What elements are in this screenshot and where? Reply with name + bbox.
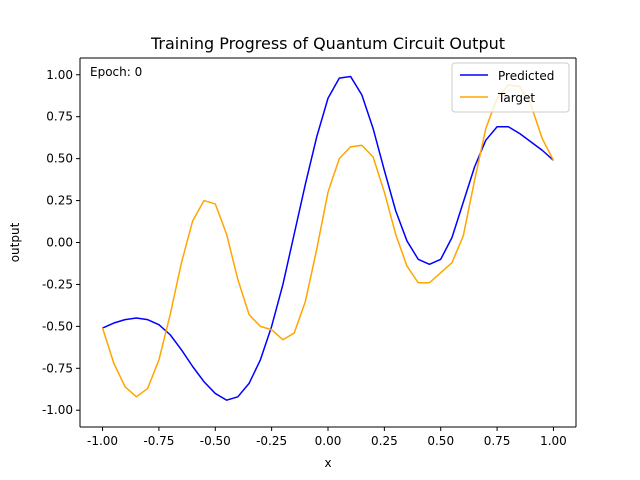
plot-area — [80, 58, 576, 427]
x-tick-label: -0.75 — [143, 434, 174, 448]
y-tick-label: 0.75 — [46, 110, 73, 124]
legend: Predicted Target — [451, 62, 570, 113]
epoch-annotation: Epoch: 0 — [90, 65, 142, 79]
x-tick-label: 0.00 — [315, 434, 342, 448]
x-tick-label: -1.00 — [87, 434, 118, 448]
legend-label-predicted: Predicted — [498, 69, 554, 83]
y-tick-label: -0.50 — [42, 319, 73, 333]
y-tick-label: 1.00 — [46, 68, 73, 82]
y-tick-label: -1.00 — [42, 403, 73, 417]
chart-title: Training Progress of Quantum Circuit Out… — [150, 34, 505, 53]
y-tick-label: -0.75 — [42, 361, 73, 375]
series-layer — [101, 75, 555, 401]
x-tick-label: -0.50 — [200, 434, 231, 448]
y-tick-label: -0.25 — [42, 277, 73, 291]
x-tick-label: 0.25 — [371, 434, 398, 448]
x-axis-label: x — [324, 456, 331, 470]
x-tick-label: 1.00 — [540, 434, 567, 448]
y-tick-label: 0.25 — [46, 194, 73, 208]
x-axis-ticks: -1.00 -0.75 -0.50 -0.25 0.00 0.25 0.50 0.75 1.00 — [87, 427, 567, 448]
x-tick-label: -0.25 — [256, 434, 287, 448]
y-axis-ticks: -1.00 -0.75 -0.50 -0.25 0.00 0.25 0.50 0.75 1.00 — [42, 68, 80, 417]
legend-label-target: Target — [497, 91, 535, 105]
x-tick-label: 0.50 — [427, 434, 454, 448]
y-tick-label: 0.00 — [46, 236, 73, 250]
y-axis-label: output — [8, 222, 22, 262]
series-line-target — [101, 84, 555, 398]
y-tick-label: 0.50 — [46, 152, 73, 166]
x-tick-label: 0.75 — [484, 434, 511, 448]
series-line-predicted — [102, 75, 554, 401]
